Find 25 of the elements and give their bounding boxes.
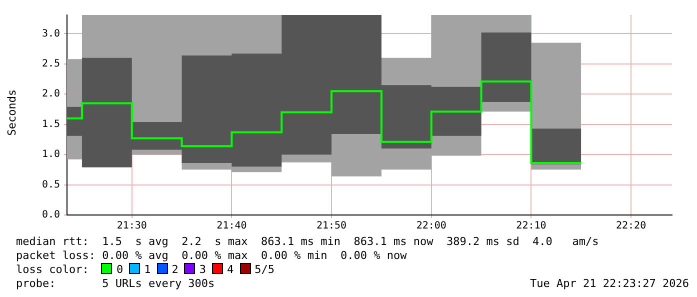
x-tick-label: 22:10: [516, 220, 546, 232]
text: Tue Apr 21 22:23:27 2026: [530, 277, 689, 290]
text: median rtt: 1.5 s avg 2.2 s max 863.1 ms min 863.1 ms now 389.2 ms sd 4.0 am/s: [16, 235, 599, 248]
legend-label: 2: [172, 263, 178, 276]
text: probe: 5 URLs every 300s: [16, 277, 215, 290]
y-tick-label: 3.0: [42, 28, 60, 40]
x-tick-label: 22:20: [616, 220, 646, 232]
x-tick-label: 21:50: [316, 220, 347, 232]
y-tick-label: 2.5: [42, 58, 60, 70]
legend-label: 0: [116, 263, 124, 276]
y-axis-title: Seconds: [6, 88, 18, 138]
text: packet loss: 0.00 % avg 0.00 % max 0.00 % min 0.00 % now: [16, 249, 407, 262]
legend-label: 1: [144, 263, 151, 276]
y-tick-label: 1.5: [42, 118, 60, 130]
legend-label: 5/5: [254, 263, 274, 276]
legend-label: 4: [226, 263, 234, 276]
legend-label: 3: [199, 263, 206, 276]
x-tick-label: 22:00: [416, 220, 446, 232]
y-tick-label: 2.0: [42, 88, 60, 100]
legend-title: loss color:: [16, 263, 89, 276]
y-tick-label: 0.5: [42, 179, 60, 190]
y-tick-label: 0.0: [42, 210, 60, 221]
y-tick-label: 1.0: [42, 149, 60, 160]
x-tick-label: 21:30: [116, 220, 147, 232]
x-tick-label: 21:40: [216, 220, 247, 232]
